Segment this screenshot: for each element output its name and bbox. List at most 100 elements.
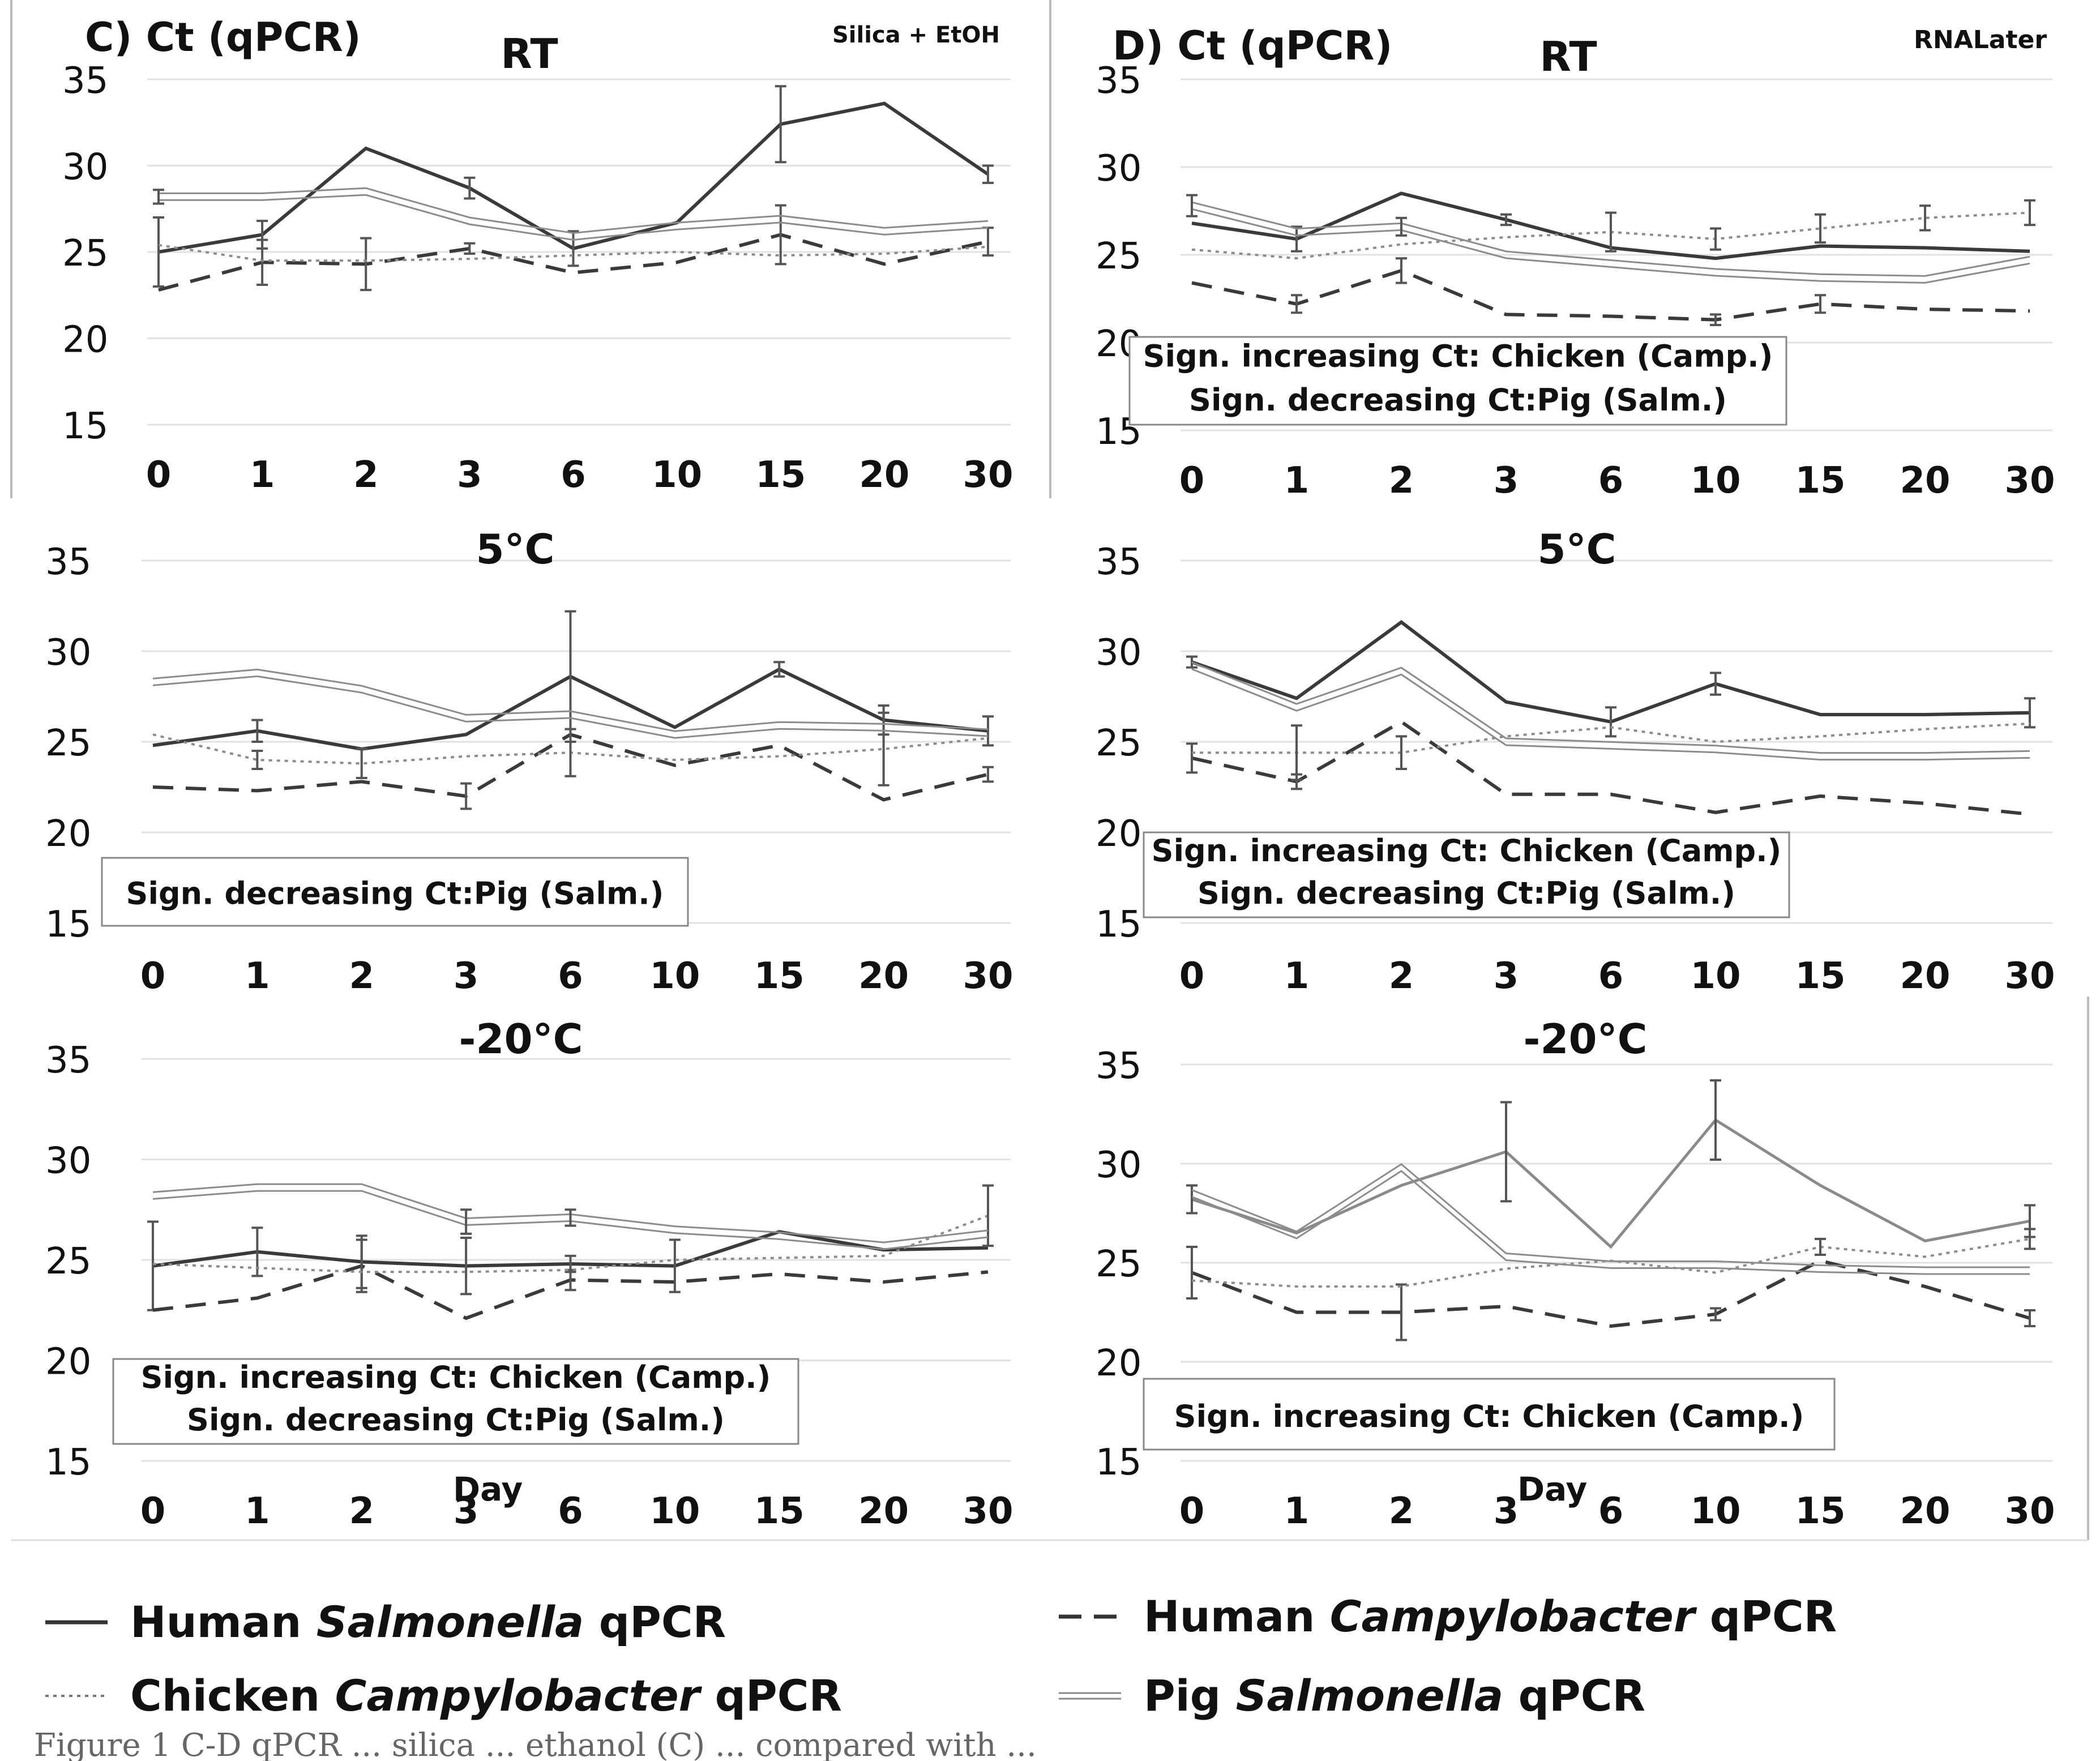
y-tick-label: 15 <box>45 904 91 946</box>
error-bar <box>1710 672 1721 696</box>
y-tick-label: 15 <box>1096 1442 1141 1484</box>
x-tick-label: 0 <box>1179 1490 1205 1532</box>
y-tick-label: 25 <box>62 233 108 275</box>
error-bar <box>1186 742 1197 774</box>
error-bar <box>564 610 576 743</box>
error-bar <box>2024 199 2035 226</box>
x-tick-label: 3 <box>1494 460 1519 502</box>
y-tick-label: 15 <box>1096 904 1141 946</box>
x-tick-label: 6 <box>1598 460 1624 502</box>
x-tick-label: 20 <box>1900 460 1950 502</box>
error-bar <box>1291 225 1302 253</box>
error-bar <box>669 1238 681 1293</box>
y-tick-label: 25 <box>45 1241 91 1283</box>
annotation-box <box>1128 336 1787 426</box>
x-tick-label: 3 <box>454 1490 479 1532</box>
series-line-4 <box>1191 661 2030 754</box>
x-tick-label: 20 <box>858 955 909 997</box>
annotation-text: Sign. increasing Ct: Chicken (Camp.) <box>1152 833 1782 869</box>
error-bar <box>982 715 994 747</box>
x-tick-label: 1 <box>1284 460 1310 502</box>
x-tick-label: 2 <box>1389 955 1414 997</box>
legend-label: Human Campylobacter qPCR <box>1144 1591 1837 1642</box>
error-bar <box>1186 194 1197 217</box>
x-tick-label: 3 <box>1494 955 1519 997</box>
series-line-4 <box>1191 1163 2030 1268</box>
x-tick-label: 15 <box>755 454 806 496</box>
annotation-text: Sign. increasing Ct: Chicken (Camp.) <box>1143 339 1773 374</box>
x-tick-label: 15 <box>1795 460 1845 502</box>
error-bar <box>464 242 476 255</box>
x-tick-label: 1 <box>245 1490 270 1532</box>
error-bar <box>251 750 263 770</box>
panel-label-d: D) Ct (qPCR) <box>1113 23 1392 69</box>
series-line-4-inner <box>1191 208 2030 284</box>
panel-label-c: C) Ct (qPCR) <box>85 14 361 61</box>
x-tick-label: 0 <box>140 955 166 997</box>
series-line-4 <box>1191 201 2030 277</box>
x-tick-label: 1 <box>1284 1490 1310 1532</box>
error-bar <box>153 189 164 205</box>
error-bar <box>1186 655 1197 669</box>
x-tick-label: 3 <box>1494 1490 1519 1532</box>
x-tick-label: 10 <box>1690 460 1740 502</box>
annotation-text: Sign. increasing Ct: Chicken (Camp.) <box>141 1360 771 1395</box>
series-line-1 <box>1191 1118 2030 1249</box>
error-bar <box>1291 724 1302 781</box>
x-tick-label: 2 <box>1389 460 1414 502</box>
caption-fragment: Figure 1 C-D qPCR ... silica ... ethanol… <box>34 1727 1037 1761</box>
error-bar <box>1396 257 1407 284</box>
y-tick-label: 30 <box>62 147 108 189</box>
x-tick-label: 30 <box>963 1490 1013 1532</box>
chart-title: -20°C <box>459 1015 583 1063</box>
x-tick-label: 0 <box>1179 460 1205 502</box>
series-line-3 <box>158 243 989 262</box>
series-line-2 <box>1191 720 2030 816</box>
x-tick-label: 20 <box>1900 955 1950 997</box>
y-tick-label: 35 <box>1096 541 1141 583</box>
x-tick-label: 1 <box>1284 955 1310 997</box>
x-tick-label: 10 <box>649 955 700 997</box>
x-tick-label: 6 <box>561 454 586 496</box>
y-tick-label: 25 <box>1096 236 1141 277</box>
chart-C_RT: 15 20 25 30 35 0 1 2 3 6 10 15 20 30 RT <box>62 30 1013 496</box>
series-line-4-inner <box>1191 1170 2030 1275</box>
series-line-4-inner <box>152 675 989 739</box>
x-tick-label: 30 <box>963 454 1013 496</box>
chart-title: RT <box>1539 33 1597 80</box>
chart-D_m20C: 15 20 25 30 35 0 1 2 3 6 10 15 20 30 -20°C Sign. increa… <box>1096 1015 2055 1532</box>
series-line-4 <box>152 668 989 732</box>
y-tick-label: 35 <box>1096 1045 1141 1087</box>
x-tick-label: 10 <box>1690 955 1740 997</box>
series-line-3 <box>1192 723 2030 754</box>
error-bar <box>1815 1238 1826 1256</box>
error-bar <box>460 1208 472 1235</box>
error-bar <box>1396 216 1407 237</box>
x-tick-label: 15 <box>754 1490 805 1532</box>
x-tick-label: 2 <box>349 955 374 997</box>
annotation-box <box>1143 831 1790 918</box>
y-tick-label: 20 <box>45 813 91 855</box>
x-tick-label: 3 <box>454 955 479 997</box>
error-bar <box>1396 735 1407 770</box>
y-tick-label: 25 <box>45 723 91 764</box>
error-bar <box>878 711 889 787</box>
chart-title: 5°C <box>476 525 555 573</box>
error-bar <box>567 230 579 267</box>
y-tick-label: 25 <box>1096 1243 1141 1285</box>
chart-D_5C: 15 20 25 30 35 0 1 2 3 6 10 15 20 30 5°C Sign. increasi… <box>1096 525 2055 997</box>
x-tick-label: 0 <box>140 1490 166 1532</box>
error-bar <box>153 216 164 288</box>
x-tick-label: 6 <box>1598 1490 1624 1532</box>
error-bar <box>1605 706 1616 738</box>
series-line-2 <box>1191 268 2030 322</box>
error-bar <box>982 164 994 184</box>
x-tick-label: 1 <box>245 955 270 997</box>
error-bar <box>356 747 367 779</box>
legend-human-campylobacter: Human Campylobacter qPCR <box>1059 1591 1837 1642</box>
x-tick-label: 2 <box>353 454 379 496</box>
error-bar <box>1710 1079 1721 1161</box>
legend-swatch-double <box>1059 1692 1121 1699</box>
chart-C_m20C: 15 20 25 30 35 0 1 2 3 6 10 15 20 30 -20°C Sign. increa… <box>45 1015 1013 1532</box>
series-line-1 <box>158 101 989 254</box>
